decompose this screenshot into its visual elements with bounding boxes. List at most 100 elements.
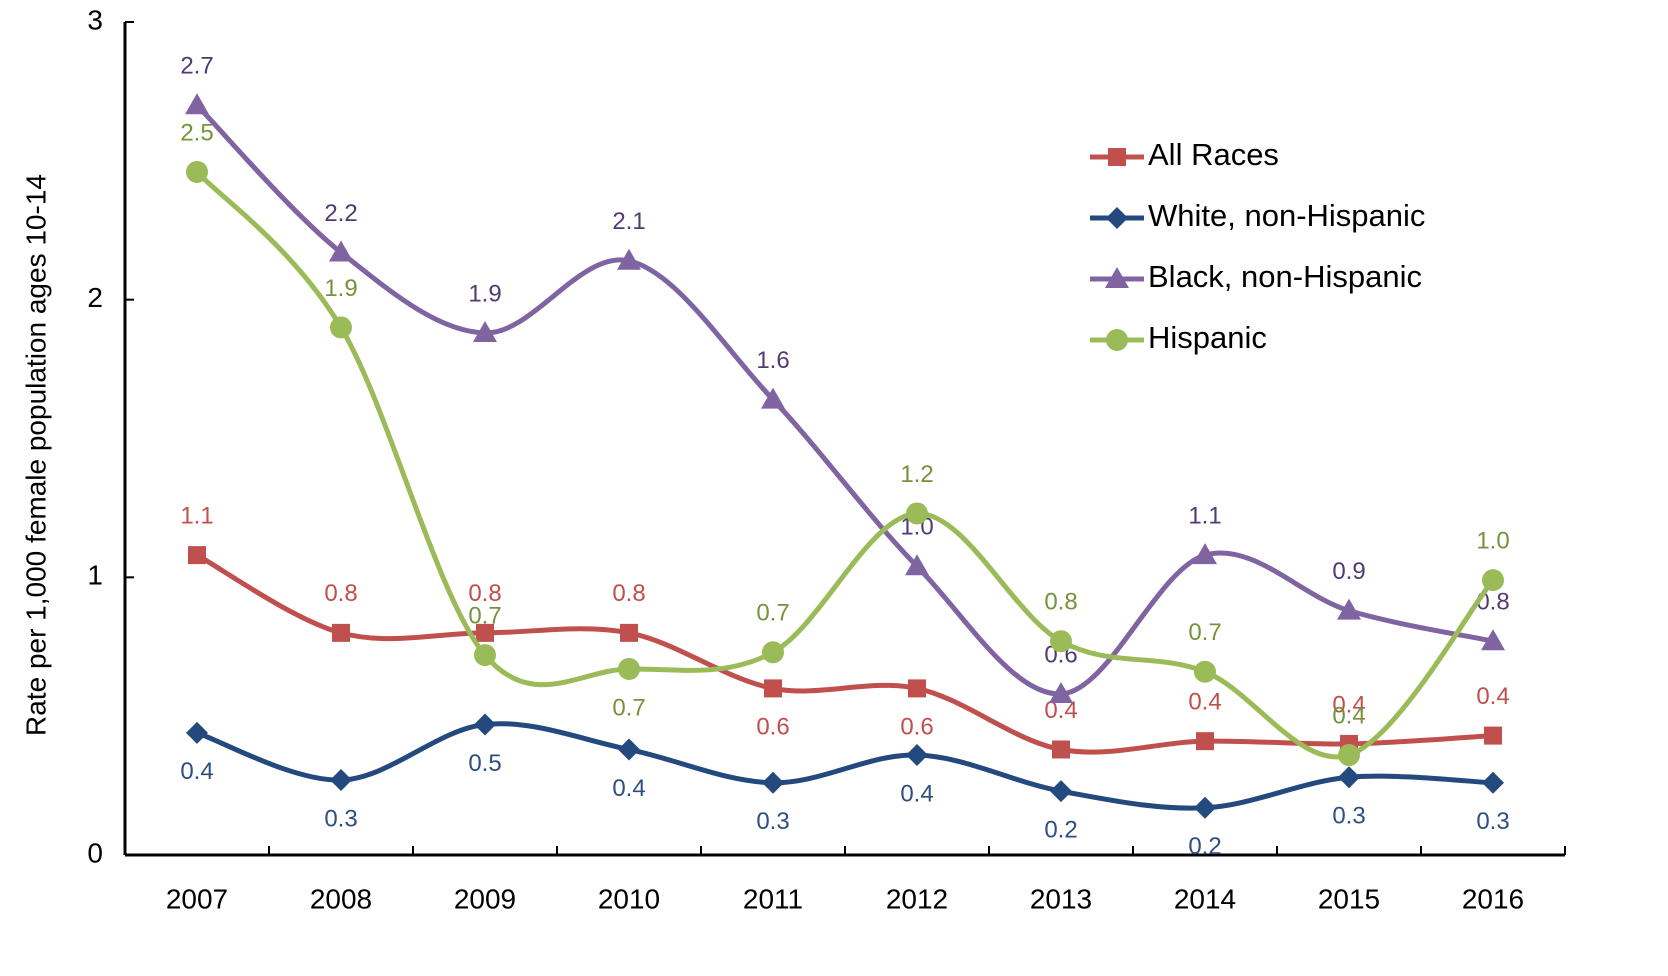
data-point	[1194, 796, 1216, 819]
x-tick-label: 2007	[166, 883, 228, 914]
legend-label: Black, non-Hispanic	[1148, 259, 1422, 294]
data-label: 0.8	[468, 580, 501, 607]
legend-label: All Races	[1148, 137, 1279, 172]
data-point	[1482, 569, 1504, 592]
data-label: 1.9	[324, 275, 357, 302]
data-label: 2.2	[324, 200, 357, 227]
y-tick-label: 1	[87, 560, 103, 591]
data-point	[1338, 744, 1360, 767]
x-tick-label: 2008	[310, 883, 372, 914]
data-label: 0.4	[900, 780, 933, 807]
data-point	[186, 160, 208, 183]
data-point	[620, 623, 638, 642]
y-tick-label: 0	[87, 837, 103, 868]
data-point	[329, 240, 353, 262]
data-point	[474, 644, 496, 667]
data-label: 0.3	[324, 805, 357, 832]
data-label: 0.4	[180, 758, 213, 785]
x-tick-label: 2016	[1462, 883, 1524, 914]
legend-marker	[1106, 329, 1128, 351]
data-point	[473, 320, 497, 342]
data-point	[476, 623, 494, 642]
data-point	[1050, 630, 1072, 653]
y-tick-label: 3	[87, 4, 103, 35]
data-label: 1.2	[900, 461, 933, 488]
data-point	[330, 316, 352, 339]
data-label: 0.4	[612, 775, 645, 802]
legend-marker	[1108, 148, 1126, 166]
data-label: 0.3	[756, 808, 789, 835]
data-label: 0.2	[1044, 816, 1077, 843]
data-label: 0.5	[468, 750, 501, 777]
data-point	[1050, 780, 1072, 803]
data-point	[1193, 543, 1217, 565]
data-label: 2.1	[612, 208, 645, 235]
data-point	[1052, 740, 1070, 759]
data-point	[1337, 598, 1361, 620]
data-point	[330, 769, 352, 792]
data-point	[761, 387, 785, 409]
x-tick-label: 2011	[743, 883, 803, 914]
x-tick-label: 2013	[1030, 883, 1092, 914]
data-point	[906, 744, 928, 767]
data-point	[1482, 771, 1504, 794]
data-point	[474, 713, 496, 736]
data-label: 0.6	[900, 714, 933, 741]
data-point	[762, 641, 784, 664]
data-point	[1484, 726, 1502, 745]
series-line	[196, 721, 1494, 811]
x-tick-label: 2010	[598, 883, 660, 914]
data-label: 0.4	[1332, 691, 1365, 718]
data-point	[188, 546, 206, 565]
data-point	[617, 248, 641, 270]
data-point	[332, 623, 350, 642]
data-label: 0.4	[1188, 689, 1221, 716]
data-point	[1196, 732, 1214, 751]
data-label: 0.4	[1332, 702, 1365, 729]
data-point	[185, 93, 209, 115]
series-line	[195, 103, 1494, 697]
data-label: 0.7	[612, 694, 645, 721]
data-label: 1.6	[756, 347, 789, 374]
data-label: 0.9	[1332, 558, 1365, 585]
data-point	[1194, 660, 1216, 683]
data-point	[908, 679, 926, 698]
data-label: 0.6	[756, 714, 789, 741]
data-label: 0.7	[756, 600, 789, 627]
data-label: 1.1	[180, 502, 213, 529]
legend-label: White, non-Hispanic	[1148, 198, 1425, 233]
data-point	[186, 721, 208, 744]
data-point	[906, 502, 928, 525]
x-tick-label: 2012	[886, 883, 948, 914]
legend-label: Hispanic	[1148, 320, 1267, 355]
data-label: 1.9	[468, 280, 501, 307]
legend-marker	[1105, 267, 1129, 288]
series-line	[195, 170, 1495, 760]
x-tick-label: 2014	[1174, 883, 1236, 914]
data-label: 0.8	[612, 580, 645, 607]
x-tick-label: 2009	[454, 883, 516, 914]
data-point	[764, 679, 782, 698]
data-label: 0.8	[324, 580, 357, 607]
legend-marker	[1106, 207, 1128, 229]
data-point	[1049, 681, 1073, 703]
data-label: 0.7	[468, 602, 501, 629]
data-label: 1.0	[1476, 527, 1509, 554]
data-label: 0.8	[1044, 589, 1077, 616]
data-label: 2.7	[180, 53, 213, 80]
data-point	[762, 771, 784, 794]
data-point	[905, 554, 929, 576]
data-point	[618, 738, 640, 761]
data-label: 0.7	[1188, 619, 1221, 646]
data-label: 0.3	[1332, 803, 1365, 830]
x-tick-label: 2015	[1318, 883, 1380, 914]
data-point	[618, 657, 640, 680]
data-point	[1481, 629, 1505, 651]
data-label: 0.4	[1476, 683, 1509, 710]
series-line	[195, 552, 1494, 755]
data-label: 0.2	[1188, 833, 1221, 860]
data-label: 0.3	[1476, 808, 1509, 835]
data-label: 2.5	[180, 119, 213, 146]
data-label: 1.1	[1188, 502, 1221, 529]
